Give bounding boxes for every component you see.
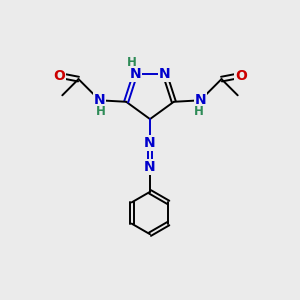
Text: N: N xyxy=(144,160,156,174)
Text: N: N xyxy=(194,93,206,107)
Text: O: O xyxy=(53,69,65,82)
Text: O: O xyxy=(235,69,247,82)
Text: H: H xyxy=(127,56,137,69)
Text: H: H xyxy=(194,105,204,118)
Text: H: H xyxy=(96,105,106,118)
Text: N: N xyxy=(94,93,106,107)
Text: N: N xyxy=(130,67,141,81)
Text: N: N xyxy=(144,136,156,150)
Text: N: N xyxy=(159,67,170,81)
